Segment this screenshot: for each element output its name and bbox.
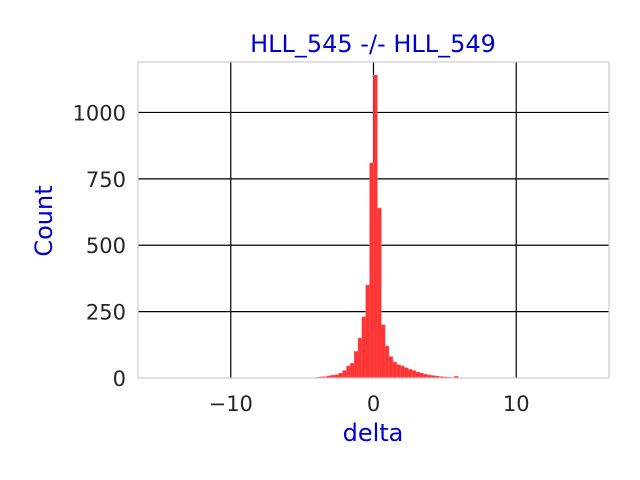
histogram-bar bbox=[357, 337, 363, 379]
histogram-bar bbox=[346, 365, 351, 379]
y-axis-label: Count bbox=[30, 185, 58, 256]
histogram-bar bbox=[404, 367, 409, 379]
y-tick-labels: 0 250 500 750 1000 bbox=[73, 101, 126, 391]
histogram-bar bbox=[411, 370, 417, 379]
histogram-bar bbox=[338, 372, 343, 379]
histogram-bar bbox=[353, 351, 359, 379]
histogram-bar bbox=[377, 207, 382, 379]
histogram-bar bbox=[350, 363, 355, 379]
histogram-bar bbox=[400, 365, 405, 379]
histogram-bar bbox=[369, 162, 374, 379]
histogram-bar bbox=[419, 372, 424, 379]
histogram-bars bbox=[315, 75, 459, 379]
histogram-bar bbox=[361, 316, 367, 379]
histogram-bar bbox=[388, 356, 394, 379]
x-tick-label: 0 bbox=[367, 392, 380, 416]
histogram-bar bbox=[342, 370, 347, 379]
y-tick-label: 0 bbox=[113, 367, 126, 391]
y-tick-label: 500 bbox=[86, 234, 126, 258]
y-tick-label: 1000 bbox=[73, 101, 126, 125]
histogram-bar bbox=[415, 371, 420, 379]
histogram-bar bbox=[373, 75, 378, 379]
y-tick-label: 250 bbox=[86, 301, 126, 325]
histogram-bar bbox=[396, 364, 401, 379]
y-tick-label: 750 bbox=[86, 168, 126, 192]
chart-title: HLL_545 -/- HLL_549 bbox=[250, 30, 496, 58]
histogram-bar bbox=[392, 361, 397, 379]
x-axis-label: delta bbox=[343, 419, 404, 447]
histogram-bar bbox=[384, 345, 390, 379]
histogram-bar bbox=[380, 324, 386, 379]
plot-frame bbox=[137, 61, 610, 379]
histogram-bar bbox=[407, 369, 413, 379]
x-tick-label: 10 bbox=[503, 392, 530, 416]
x-tick-labels: −10 0 10 bbox=[209, 392, 530, 416]
x-tick-label: −10 bbox=[209, 392, 253, 416]
histogram-bar bbox=[365, 284, 370, 379]
